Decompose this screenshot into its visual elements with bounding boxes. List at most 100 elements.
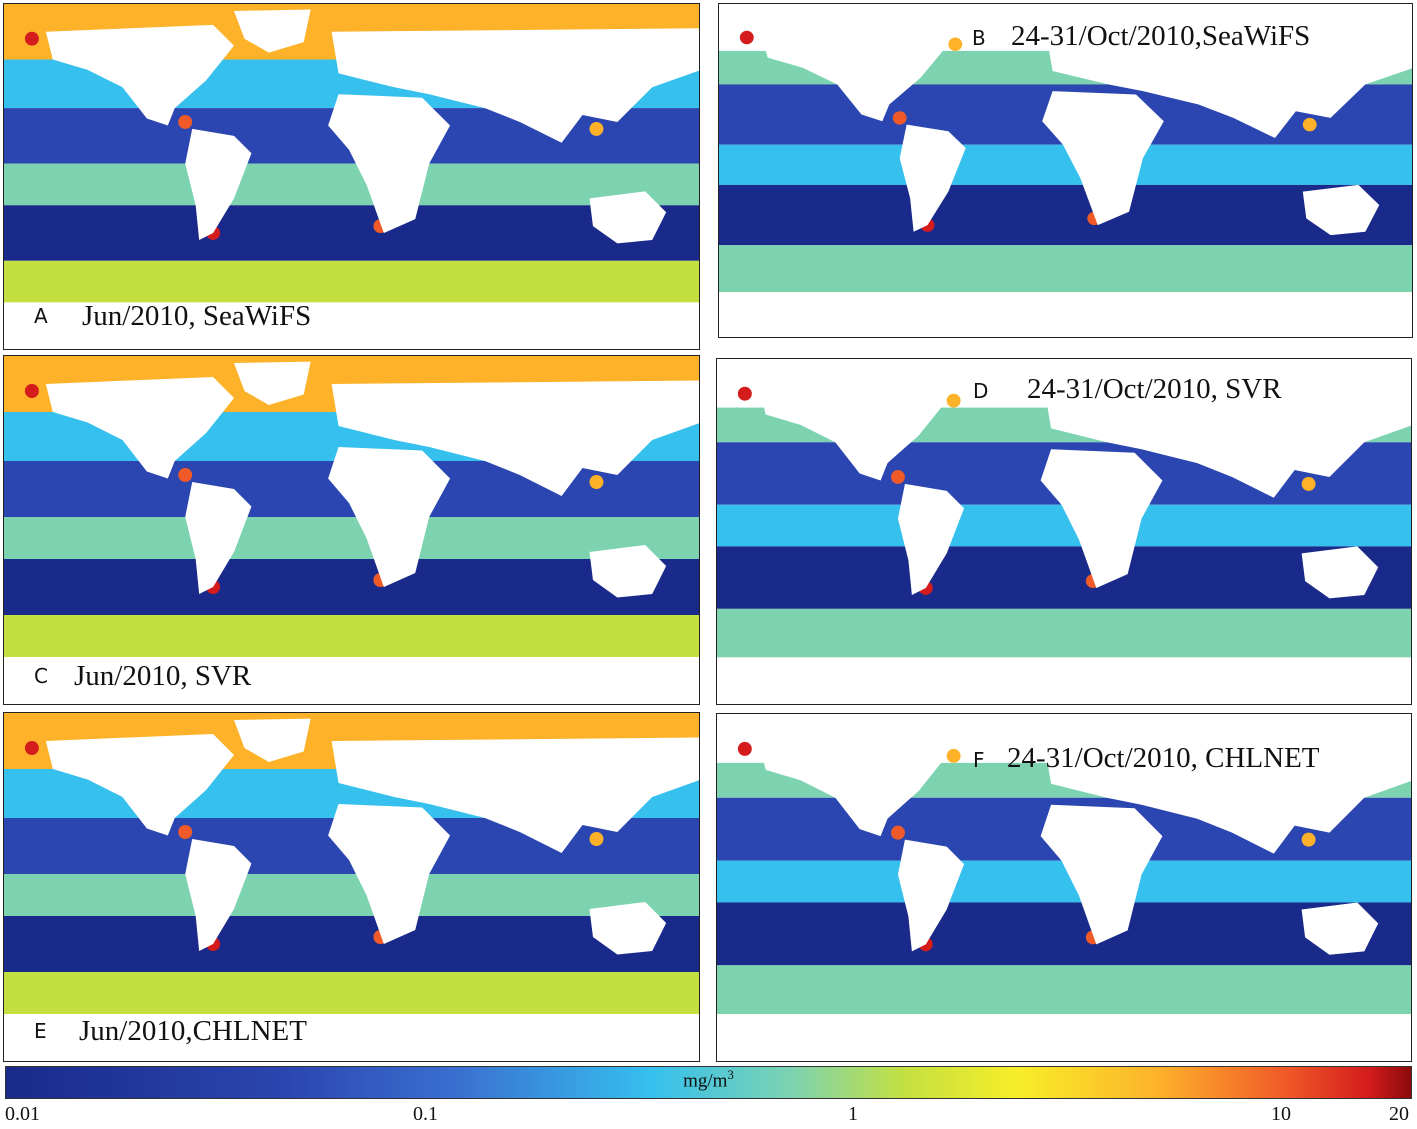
coastal-bloom-8 (1302, 117, 1317, 132)
landmass-africa (1040, 804, 1163, 945)
chlorophyll-map-d (717, 359, 1411, 704)
coastal-bloom-1 (891, 470, 905, 484)
coastal-bloom-0 (24, 741, 39, 755)
landmass-africa (1042, 91, 1164, 226)
colorbar-tick-1: 0.1 (413, 1103, 438, 1125)
landmass-antarctic-blank (717, 1014, 1411, 1061)
landmass-eurasia (1044, 383, 1411, 498)
landmass-south-america (185, 128, 252, 240)
landmass-south-america (185, 482, 252, 594)
panel-label-c: C (34, 664, 48, 688)
ocean-band-3 (717, 902, 1411, 966)
landmass-africa (1040, 449, 1163, 589)
ocean-band-2 (719, 144, 1412, 185)
landmass-north-america (760, 24, 949, 122)
map-panel-a: A Jun/2010, SeaWiFS (3, 3, 700, 350)
ocean-band-4 (717, 965, 1411, 1015)
landmass-south-america (897, 839, 965, 952)
landmass-north-america (758, 379, 947, 481)
map-panel-d: D 24-31/Oct/2010, SVR (716, 358, 1412, 705)
map-panel-c: C Jun/2010, SVR (3, 355, 700, 705)
landmass-africa (328, 804, 451, 944)
landmass-greenland (234, 9, 311, 53)
ocean-band-5 (4, 972, 699, 1014)
ocean-band-4 (717, 608, 1411, 658)
landmass-antarctic-blank (717, 657, 1411, 704)
colorbar-unit-superscript: 3 (727, 1067, 734, 1082)
coastal-bloom-2 (946, 748, 961, 763)
landmass-antarctic-blank (4, 302, 699, 349)
ocean-band-2 (717, 504, 1411, 547)
coastal-bloom-0 (737, 741, 752, 756)
panel-title-c: Jun/2010, SVR (74, 660, 252, 692)
landmass-south-america (185, 839, 252, 951)
coastal-bloom-8 (589, 121, 604, 136)
ocean-band-3 (4, 517, 699, 559)
coastal-bloom-8 (589, 475, 604, 489)
colorbar-unit: mg/m3 (650, 1067, 767, 1092)
landmass-antarctic-blank (4, 657, 699, 704)
map-panel-e: E Jun/2010,CHLNET (3, 712, 700, 1062)
landmass-south-america (897, 483, 965, 595)
coastal-bloom-2 (948, 37, 963, 51)
chlorophyll-map-c (4, 356, 699, 704)
landmass-australia (589, 545, 667, 598)
landmass-north-america (45, 734, 235, 836)
ocean-band-4 (4, 916, 699, 972)
panel-title-b: 24-31/Oct/2010,SeaWiFS (1011, 20, 1311, 52)
panel-label-a: A (34, 304, 48, 328)
ocean-band-4 (719, 245, 1412, 293)
coastal-bloom-0 (24, 31, 39, 46)
landmass-australia (1301, 546, 1379, 599)
colorbar-tick-0: 0.01 (5, 1103, 40, 1125)
landmass-australia (1301, 902, 1379, 955)
panel-title-f: 24-31/Oct/2010, CHLNET (1007, 742, 1320, 774)
landmass-north-america (45, 24, 235, 126)
ocean-band-2 (717, 860, 1411, 903)
landmass-africa (328, 447, 451, 587)
ocean-band-3 (4, 163, 699, 206)
panel-label-d: D (973, 379, 989, 403)
coastal-bloom-8 (589, 832, 604, 846)
landmass-australia (1302, 184, 1380, 236)
landmass-africa (328, 94, 451, 234)
ocean-band-3 (4, 874, 699, 916)
coastal-bloom-1 (178, 115, 193, 129)
landmass-north-america (758, 734, 947, 837)
panel-title-a: Jun/2010, SeaWiFS (82, 300, 312, 332)
coastal-bloom-2 (234, 391, 248, 405)
coastal-bloom-1 (178, 468, 193, 482)
coastal-bloom-1 (892, 111, 907, 125)
landmass-antarctic-blank (719, 292, 1412, 337)
chlorophyll-map-b (719, 4, 1412, 337)
chlorophyll-map-f (717, 714, 1411, 1061)
map-panel-f: F 24-31/Oct/2010, CHLNET (716, 713, 1412, 1062)
colorbar-tick-3: 10 (1271, 1103, 1291, 1125)
coastal-bloom-2 (946, 393, 961, 408)
panel-label-e: E (34, 1019, 47, 1043)
ocean-band-3 (717, 546, 1411, 609)
landmass-eurasia (331, 737, 699, 853)
landmass-greenland (946, 719, 1024, 763)
panel-label-b: B (972, 26, 986, 50)
coastal-bloom-2 (234, 748, 248, 762)
map-panel-b: B 24-31/Oct/2010,SeaWiFS (718, 3, 1413, 338)
landmass-australia (589, 191, 667, 244)
coastal-bloom-8 (1301, 832, 1316, 847)
landmass-eurasia (1044, 738, 1411, 854)
chlorophyll-map-e (4, 713, 699, 1061)
coastal-bloom-0 (737, 386, 752, 401)
colorbar-tick-4: 20 (1389, 1103, 1409, 1125)
landmass-eurasia (1045, 27, 1412, 138)
ocean-band-3 (719, 184, 1412, 246)
landmass-antarctic-blank (4, 1014, 699, 1061)
landmass-north-america (45, 377, 235, 479)
coastal-bloom-1 (891, 825, 905, 840)
landmass-eurasia (331, 28, 699, 143)
panel-label-f: F (973, 748, 985, 772)
landmass-south-america (899, 124, 966, 232)
landmass-greenland (946, 364, 1024, 408)
ocean-band-5 (4, 615, 699, 657)
panel-title-e: Jun/2010,CHLNET (79, 1015, 307, 1047)
colorbar-unit-text: mg/m (683, 1070, 728, 1092)
